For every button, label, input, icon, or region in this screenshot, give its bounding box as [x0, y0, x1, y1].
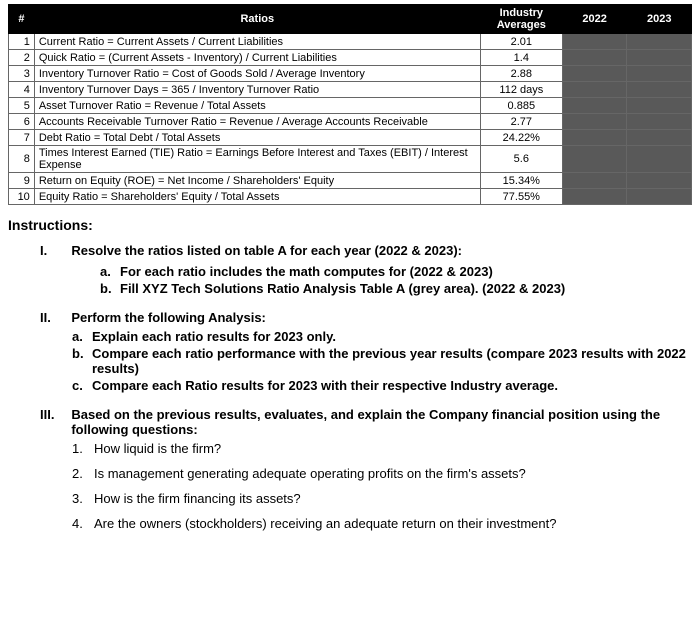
section-iii: III. Based on the previous results, eval…	[40, 407, 692, 531]
row-2023	[627, 189, 692, 205]
col-2023: 2023	[627, 5, 692, 34]
row-avg: 2.88	[480, 66, 562, 82]
row-avg: 24.22%	[480, 130, 562, 146]
row-2022	[562, 34, 627, 50]
row-num: 6	[9, 114, 35, 130]
row-avg: 0.885	[480, 98, 562, 114]
table-row: 2Quick Ratio = (Current Assets - Invento…	[9, 50, 692, 66]
text-ii: Perform the following Analysis:	[71, 310, 671, 325]
iii-3: 3.How is the firm financing its assets?	[72, 491, 692, 506]
row-2022	[562, 173, 627, 189]
table-row: 3Inventory Turnover Ratio = Cost of Good…	[9, 66, 692, 82]
row-2022	[562, 114, 627, 130]
row-2023	[627, 114, 692, 130]
row-ratio: Equity Ratio = Shareholders' Equity / To…	[34, 189, 480, 205]
row-num: 1	[9, 34, 35, 50]
table-row: 1Current Ratio = Current Assets / Curren…	[9, 34, 692, 50]
iii-2: 2.Is management generating adequate oper…	[72, 466, 692, 481]
table-row: 7Debt Ratio = Total Debt / Total Assets2…	[9, 130, 692, 146]
row-2022	[562, 82, 627, 98]
table-row: 10Equity Ratio = Shareholders' Equity / …	[9, 189, 692, 205]
col-2022: 2022	[562, 5, 627, 34]
row-2023	[627, 130, 692, 146]
ratios-table: # Ratios Industry Averages 2022 2023 1Cu…	[8, 4, 692, 205]
row-2023	[627, 173, 692, 189]
row-ratio: Asset Turnover Ratio = Revenue / Total A…	[34, 98, 480, 114]
row-ratio: Accounts Receivable Turnover Ratio = Rev…	[34, 114, 480, 130]
iii-1: 1.How liquid is the firm?	[72, 441, 692, 456]
row-num: 4	[9, 82, 35, 98]
i-b: b.Fill XYZ Tech Solutions Ratio Analysis…	[100, 281, 692, 296]
table-row: 5Asset Turnover Ratio = Revenue / Total …	[9, 98, 692, 114]
table-row: 6Accounts Receivable Turnover Ratio = Re…	[9, 114, 692, 130]
instructions-title: Instructions:	[8, 217, 692, 233]
row-2023	[627, 34, 692, 50]
row-2023	[627, 82, 692, 98]
roman-i: I.	[40, 243, 68, 258]
row-ratio: Inventory Turnover Ratio = Cost of Goods…	[34, 66, 480, 82]
section-ii: II. Perform the following Analysis: a.Ex…	[40, 310, 692, 393]
col-ratios: Ratios	[34, 5, 480, 34]
row-avg: 1.4	[480, 50, 562, 66]
table-row: 9Return on Equity (ROE) = Net Income / S…	[9, 173, 692, 189]
section-i: I. Resolve the ratios listed on table A …	[40, 243, 692, 296]
row-ratio: Inventory Turnover Days = 365 / Inventor…	[34, 82, 480, 98]
row-ratio: Current Ratio = Current Assets / Current…	[34, 34, 480, 50]
ii-a: a.Explain each ratio results for 2023 on…	[72, 329, 692, 344]
row-avg: 112 days	[480, 82, 562, 98]
row-2022	[562, 98, 627, 114]
row-num: 5	[9, 98, 35, 114]
row-ratio: Times Interest Earned (TIE) Ratio = Earn…	[34, 146, 480, 173]
row-num: 10	[9, 189, 35, 205]
roman-ii: II.	[40, 310, 68, 325]
ii-b: b.Compare each ratio performance with th…	[72, 346, 692, 376]
col-num: #	[9, 5, 35, 34]
table-row: 4Inventory Turnover Days = 365 / Invento…	[9, 82, 692, 98]
ii-c: c.Compare each Ratio results for 2023 wi…	[72, 378, 692, 393]
row-avg: 2.77	[480, 114, 562, 130]
i-a: a.For each ratio includes the math compu…	[100, 264, 692, 279]
row-ratio: Debt Ratio = Total Debt / Total Assets	[34, 130, 480, 146]
text-iii: Based on the previous results, evaluates…	[71, 407, 671, 437]
row-avg: 2.01	[480, 34, 562, 50]
row-2023	[627, 98, 692, 114]
row-2023	[627, 146, 692, 173]
row-2022	[562, 130, 627, 146]
table-row: 8Times Interest Earned (TIE) Ratio = Ear…	[9, 146, 692, 173]
row-ratio: Quick Ratio = (Current Assets - Inventor…	[34, 50, 480, 66]
row-2022	[562, 66, 627, 82]
row-2022	[562, 189, 627, 205]
row-2023	[627, 66, 692, 82]
row-2022	[562, 50, 627, 66]
row-num: 7	[9, 130, 35, 146]
row-2022	[562, 146, 627, 173]
row-2023	[627, 50, 692, 66]
col-industry: Industry Averages	[480, 5, 562, 34]
row-num: 8	[9, 146, 35, 173]
text-i: Resolve the ratios listed on table A for…	[71, 243, 671, 258]
row-num: 9	[9, 173, 35, 189]
row-avg: 15.34%	[480, 173, 562, 189]
row-avg: 77.55%	[480, 189, 562, 205]
iii-4: 4.Are the owners (stockholders) receivin…	[72, 516, 692, 531]
row-num: 2	[9, 50, 35, 66]
row-num: 3	[9, 66, 35, 82]
row-avg: 5.6	[480, 146, 562, 173]
row-ratio: Return on Equity (ROE) = Net Income / Sh…	[34, 173, 480, 189]
roman-iii: III.	[40, 407, 68, 422]
